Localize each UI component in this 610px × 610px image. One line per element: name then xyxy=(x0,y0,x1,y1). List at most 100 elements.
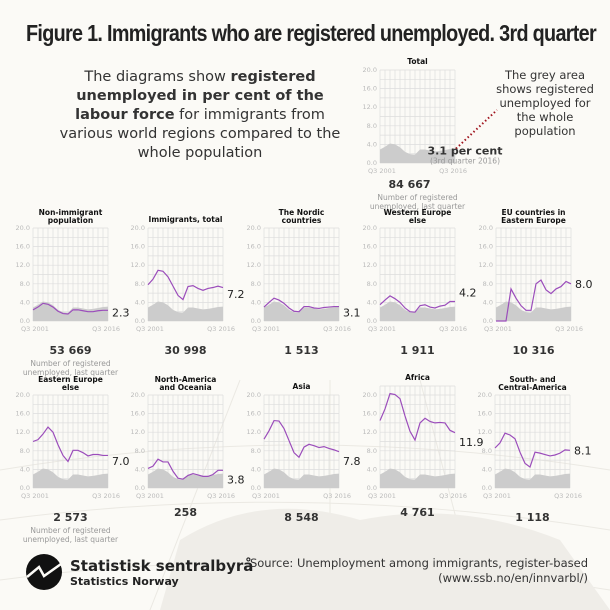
count-label-line2: unemployed, last quarter xyxy=(23,368,119,377)
x-tick-label: Q3 2001 xyxy=(21,325,49,333)
y-tick-label: 16.0 xyxy=(247,243,261,251)
y-tick-label: 8.0 xyxy=(367,447,377,455)
chart-title: North-America and Oceania xyxy=(155,375,217,392)
y-tick-label: 16.0 xyxy=(478,410,492,418)
count-label-line1: Number of registered xyxy=(377,193,457,202)
y-tick-label: 4.0 xyxy=(251,465,261,473)
y-tick-label: 0.0 xyxy=(367,317,377,325)
chart-panel-10: 0.0 4.0 8.0 12.0 16.0 20.0 Q3 2001 Q3 2016 South… xyxy=(478,375,592,524)
y-tick-label: 20.0 xyxy=(131,224,145,232)
logo-name-en: Statistics Norway xyxy=(70,574,179,588)
registered-count: 2 573 xyxy=(53,511,87,524)
chart-panel-1: 0.0 4.0 8.0 12.0 16.0 20.0 Q3 2001 Q3 2016 Non-i… xyxy=(16,208,130,377)
page-title: Figure 1. Immigrants who are registered … xyxy=(26,20,597,46)
y-tick-label: 12.0 xyxy=(363,261,377,269)
last-value-label: 7.2 xyxy=(227,288,245,301)
y-tick-label: 16.0 xyxy=(16,410,30,418)
registered-count: 258 xyxy=(174,506,197,519)
x-tick-label: Q3 2001 xyxy=(252,325,280,333)
y-tick-label: 12.0 xyxy=(16,261,30,269)
series-line xyxy=(379,392,456,442)
last-value-label: 3.8 xyxy=(227,473,245,486)
y-tick-label: 8.0 xyxy=(482,447,492,455)
y-tick-label: 16.0 xyxy=(363,410,377,418)
y-tick-label: 4.0 xyxy=(20,465,30,473)
y-tick-label: 12.0 xyxy=(16,428,30,436)
y-tick-label: 0.0 xyxy=(367,484,377,492)
total-value-sub: (3rd quarter 2016) xyxy=(430,157,500,166)
chart-panel-9: 0.0 4.0 8.0 12.0 16.0 20.0 Q3 2001 Q3 2016 Afric… xyxy=(363,373,484,519)
last-value-label: 7.8 xyxy=(343,455,361,468)
y-tick-label: 0.0 xyxy=(483,317,493,325)
x-tick-label: Q3 2016 xyxy=(323,325,351,333)
registered-count: 8 548 xyxy=(284,511,318,524)
chart-panel-4: 0.0 4.0 8.0 12.0 16.0 20.0 Q3 2001 Q3 2016 Weste… xyxy=(363,208,477,357)
source-line2: (www.ssb.no/en/innvarbl/) xyxy=(438,571,588,585)
note-pointer-line xyxy=(455,109,498,150)
x-tick-label: Q3 2001 xyxy=(484,325,512,333)
chart-title: Asia xyxy=(293,382,311,391)
y-tick-label: 20.0 xyxy=(131,391,145,399)
series-line xyxy=(32,426,108,463)
y-tick-label: 20.0 xyxy=(363,224,377,232)
chart-title: Eastern Europe else xyxy=(38,375,103,392)
whole-population-area xyxy=(496,301,571,321)
y-tick-label: 8.0 xyxy=(367,122,377,130)
y-tick-label: 4.0 xyxy=(251,298,261,306)
y-tick-label: 0.0 xyxy=(20,317,30,325)
y-tick-label: 12.0 xyxy=(131,428,145,436)
whole-population-area xyxy=(495,468,570,488)
y-tick-label: 8.0 xyxy=(483,280,493,288)
whole-population-area xyxy=(380,468,455,488)
series-line xyxy=(263,419,340,459)
chart-title: The Nordic countries xyxy=(279,208,325,225)
logo-name: Statistisk sentralbyrå xyxy=(70,556,254,575)
x-tick-label: Q3 2001 xyxy=(483,492,511,500)
x-tick-label: Q3 2016 xyxy=(207,325,235,333)
y-tick-label: 12.0 xyxy=(247,261,261,269)
whole-population-area xyxy=(380,301,455,321)
x-tick-label: Q3 2016 xyxy=(555,325,583,333)
y-tick-label: 0.0 xyxy=(482,484,492,492)
series-line xyxy=(32,302,108,315)
y-tick-label: 4.0 xyxy=(135,298,145,306)
x-tick-label: Q3 2001 xyxy=(136,325,164,333)
y-tick-label: 8.0 xyxy=(367,280,377,288)
y-tick-label: 0.0 xyxy=(367,159,377,167)
registered-count: 1 911 xyxy=(400,344,434,357)
y-tick-label: 20.0 xyxy=(479,224,493,232)
y-tick-label: 4.0 xyxy=(20,298,30,306)
x-tick-label: Q3 2016 xyxy=(323,492,351,500)
count-label-line1: Number of registered xyxy=(30,359,110,368)
registered-count: 4 761 xyxy=(400,506,434,519)
grey-area-note: The grey area shows registered unemploye… xyxy=(496,68,594,138)
chart-title: EU countries in Eastern Europe xyxy=(501,208,566,225)
x-tick-label: Q3 2001 xyxy=(21,492,49,500)
y-tick-label: 8.0 xyxy=(20,447,30,455)
y-tick-label: 4.0 xyxy=(367,298,377,306)
whole-population-area xyxy=(33,468,108,488)
series-line xyxy=(496,279,572,322)
y-tick-label: 20.0 xyxy=(363,66,377,74)
series-line xyxy=(147,458,223,480)
registered-count: 84 667 xyxy=(388,178,430,191)
whole-population-area xyxy=(380,143,455,163)
series-line xyxy=(147,269,224,301)
chart-panel-0: 0.0 4.0 8.0 12.0 16.0 20.0 Q3 2001 Q3 2016 Total… xyxy=(363,57,503,211)
chart-title: South- and Central-America xyxy=(498,375,566,392)
registered-count: 53 669 xyxy=(49,344,91,357)
x-tick-label: Q3 2001 xyxy=(252,492,280,500)
ssb-logo-icon xyxy=(26,554,62,590)
y-tick-label: 8.0 xyxy=(135,447,145,455)
y-tick-label: 16.0 xyxy=(247,410,261,418)
chart-title: Immigrants, total xyxy=(149,215,223,224)
y-tick-label: 0.0 xyxy=(251,484,261,492)
chart-panel-7: 0.0 4.0 8.0 12.0 16.0 20.0 Q3 2001 Q3 2016 North… xyxy=(131,375,245,519)
y-tick-label: 16.0 xyxy=(16,243,30,251)
y-tick-label: 4.0 xyxy=(482,465,492,473)
intro-pre: The diagrams show xyxy=(84,69,231,85)
y-tick-label: 12.0 xyxy=(478,428,492,436)
source-note: Source: Unemployment among immigrants, r… xyxy=(250,556,588,586)
